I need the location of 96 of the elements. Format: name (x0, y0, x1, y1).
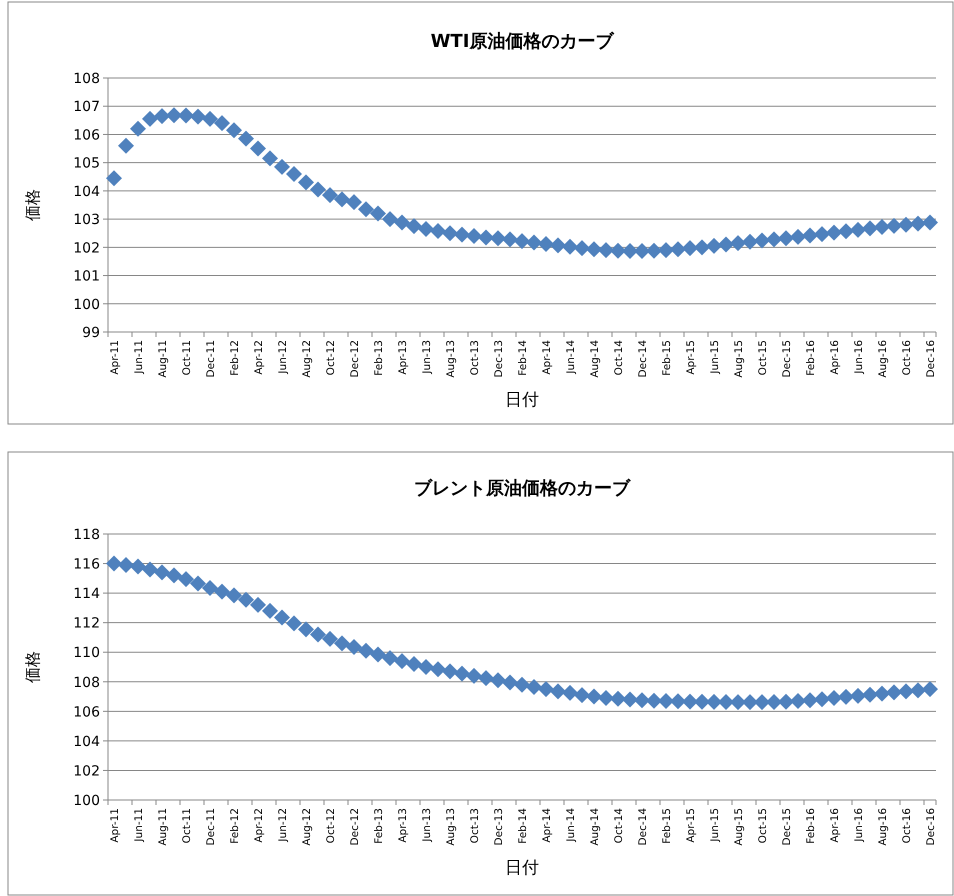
x-tick-label: Apr-11 (109, 808, 121, 843)
x-tick-label: Dec-14 (637, 808, 649, 846)
x-tick-label: Apr-14 (541, 808, 553, 843)
x-tick-label: Oct-11 (181, 808, 193, 844)
x-tick-label: Apr-15 (685, 808, 697, 843)
y-tick-label: 106 (73, 127, 100, 144)
x-tick-label: Aug-14 (589, 808, 601, 846)
x-tick-label: Aug-11 (157, 808, 169, 846)
x-tick-label: Oct-14 (613, 808, 625, 844)
x-tick-label: Aug-12 (301, 808, 313, 846)
y-tick-label: 112 (73, 616, 100, 632)
x-tick-label: Aug-12 (301, 340, 313, 378)
y-tick-label: 108 (73, 71, 100, 87)
y-tick-label: 104 (73, 184, 100, 200)
x-tick-label: Aug-13 (445, 340, 457, 378)
y-tick-label: 118 (73, 527, 100, 543)
x-tick-label: Jun-12 (277, 808, 289, 843)
y-tick-label: 114 (73, 586, 100, 602)
x-tick-label: Apr-12 (253, 808, 265, 843)
x-tick-label: Feb-15 (661, 808, 673, 844)
x-tick-label: Jun-14 (565, 340, 577, 375)
x-tick-label: Apr-11 (109, 340, 121, 375)
x-tick-label: Aug-15 (733, 808, 745, 846)
x-tick-label: Oct-12 (325, 340, 337, 376)
y-tick-label: 104 (73, 734, 100, 750)
x-tick-label: Feb-14 (517, 808, 529, 844)
x-tick-label: Oct-15 (757, 808, 769, 844)
x-tick-label: Dec-15 (781, 808, 793, 846)
y-tick-label: 102 (73, 763, 100, 780)
x-tick-label: Dec-11 (205, 340, 217, 378)
x-tick-label: Feb-16 (805, 340, 817, 376)
x-tick-label: Apr-15 (685, 340, 697, 375)
x-tick-label: Oct-16 (901, 340, 913, 376)
chart-title: ブレント原油価格のカーブ (414, 478, 631, 499)
x-tick-label: Dec-13 (493, 340, 505, 378)
x-tick-label: Oct-15 (757, 340, 769, 376)
x-tick-label: Oct-14 (613, 340, 625, 376)
x-tick-label: Aug-16 (877, 808, 889, 846)
y-tick-label: 100 (73, 296, 100, 313)
x-tick-label: Dec-13 (493, 808, 505, 846)
x-tick-label: Oct-11 (181, 340, 193, 376)
x-tick-label: Apr-13 (397, 808, 409, 843)
y-tick-label: 105 (73, 156, 100, 172)
y-tick-label: 100 (73, 793, 100, 809)
y-tick-label: 99 (82, 325, 100, 341)
x-tick-label: Jun-13 (421, 808, 433, 843)
x-tick-label: Apr-12 (253, 340, 265, 375)
x-tick-label: Oct-12 (325, 808, 337, 844)
x-tick-label: Dec-14 (637, 340, 649, 378)
x-tick-label: Aug-14 (589, 340, 601, 378)
y-tick-label: 110 (73, 645, 100, 662)
x-tick-label: Feb-12 (229, 340, 241, 376)
chart-title: WTI原油価格のカーブ (430, 31, 614, 52)
x-tick-label: Feb-13 (373, 340, 385, 376)
x-tick-label: Jun-11 (133, 340, 145, 375)
x-tick-label: Aug-13 (445, 808, 457, 846)
x-tick-label: Aug-16 (877, 340, 889, 378)
y-axis-title: 価格 (23, 189, 42, 221)
x-tick-label: Oct-16 (901, 808, 913, 844)
x-tick-label: Jun-11 (133, 808, 145, 843)
x-tick-label: Apr-16 (829, 340, 841, 375)
x-tick-label: Feb-13 (373, 808, 385, 844)
y-tick-label: 116 (73, 556, 100, 573)
x-tick-label: Jun-15 (709, 808, 721, 843)
y-tick-label: 107 (73, 99, 100, 116)
x-tick-label: Apr-14 (541, 340, 553, 375)
x-tick-label: Feb-12 (229, 808, 241, 844)
x-tick-label: Dec-16 (925, 808, 937, 846)
y-axis-title: 価格 (23, 651, 42, 683)
x-tick-label: Dec-12 (349, 808, 361, 846)
x-tick-label: Dec-16 (925, 340, 937, 378)
x-tick-label: Oct-13 (469, 808, 481, 844)
x-tick-label: Feb-14 (517, 340, 529, 376)
x-tick-label: Aug-11 (157, 340, 169, 378)
y-tick-label: 106 (73, 704, 100, 720)
x-tick-label: Jun-16 (853, 340, 865, 375)
x-tick-label: Apr-13 (397, 340, 409, 375)
x-tick-label: Dec-11 (205, 808, 217, 846)
x-axis-title: 日付 (505, 390, 539, 410)
x-tick-label: Oct-13 (469, 340, 481, 376)
x-tick-label: Jun-14 (565, 808, 577, 843)
x-tick-label: Dec-12 (349, 340, 361, 378)
x-tick-label: Feb-15 (661, 340, 673, 376)
y-tick-label: 108 (73, 674, 100, 691)
x-tick-label: Jun-16 (853, 808, 865, 843)
x-tick-label: Aug-15 (733, 340, 745, 378)
y-tick-label: 101 (73, 268, 100, 285)
y-tick-label: 103 (73, 212, 100, 228)
x-tick-label: Apr-16 (829, 808, 841, 843)
x-tick-label: Feb-16 (805, 808, 817, 844)
x-tick-label: Jun-13 (421, 340, 433, 375)
y-tick-label: 102 (73, 240, 100, 256)
x-tick-label: Jun-12 (277, 340, 289, 375)
x-axis-title: 日付 (505, 858, 539, 878)
x-tick-label: Dec-15 (781, 340, 793, 378)
x-tick-label: Jun-15 (709, 340, 721, 375)
